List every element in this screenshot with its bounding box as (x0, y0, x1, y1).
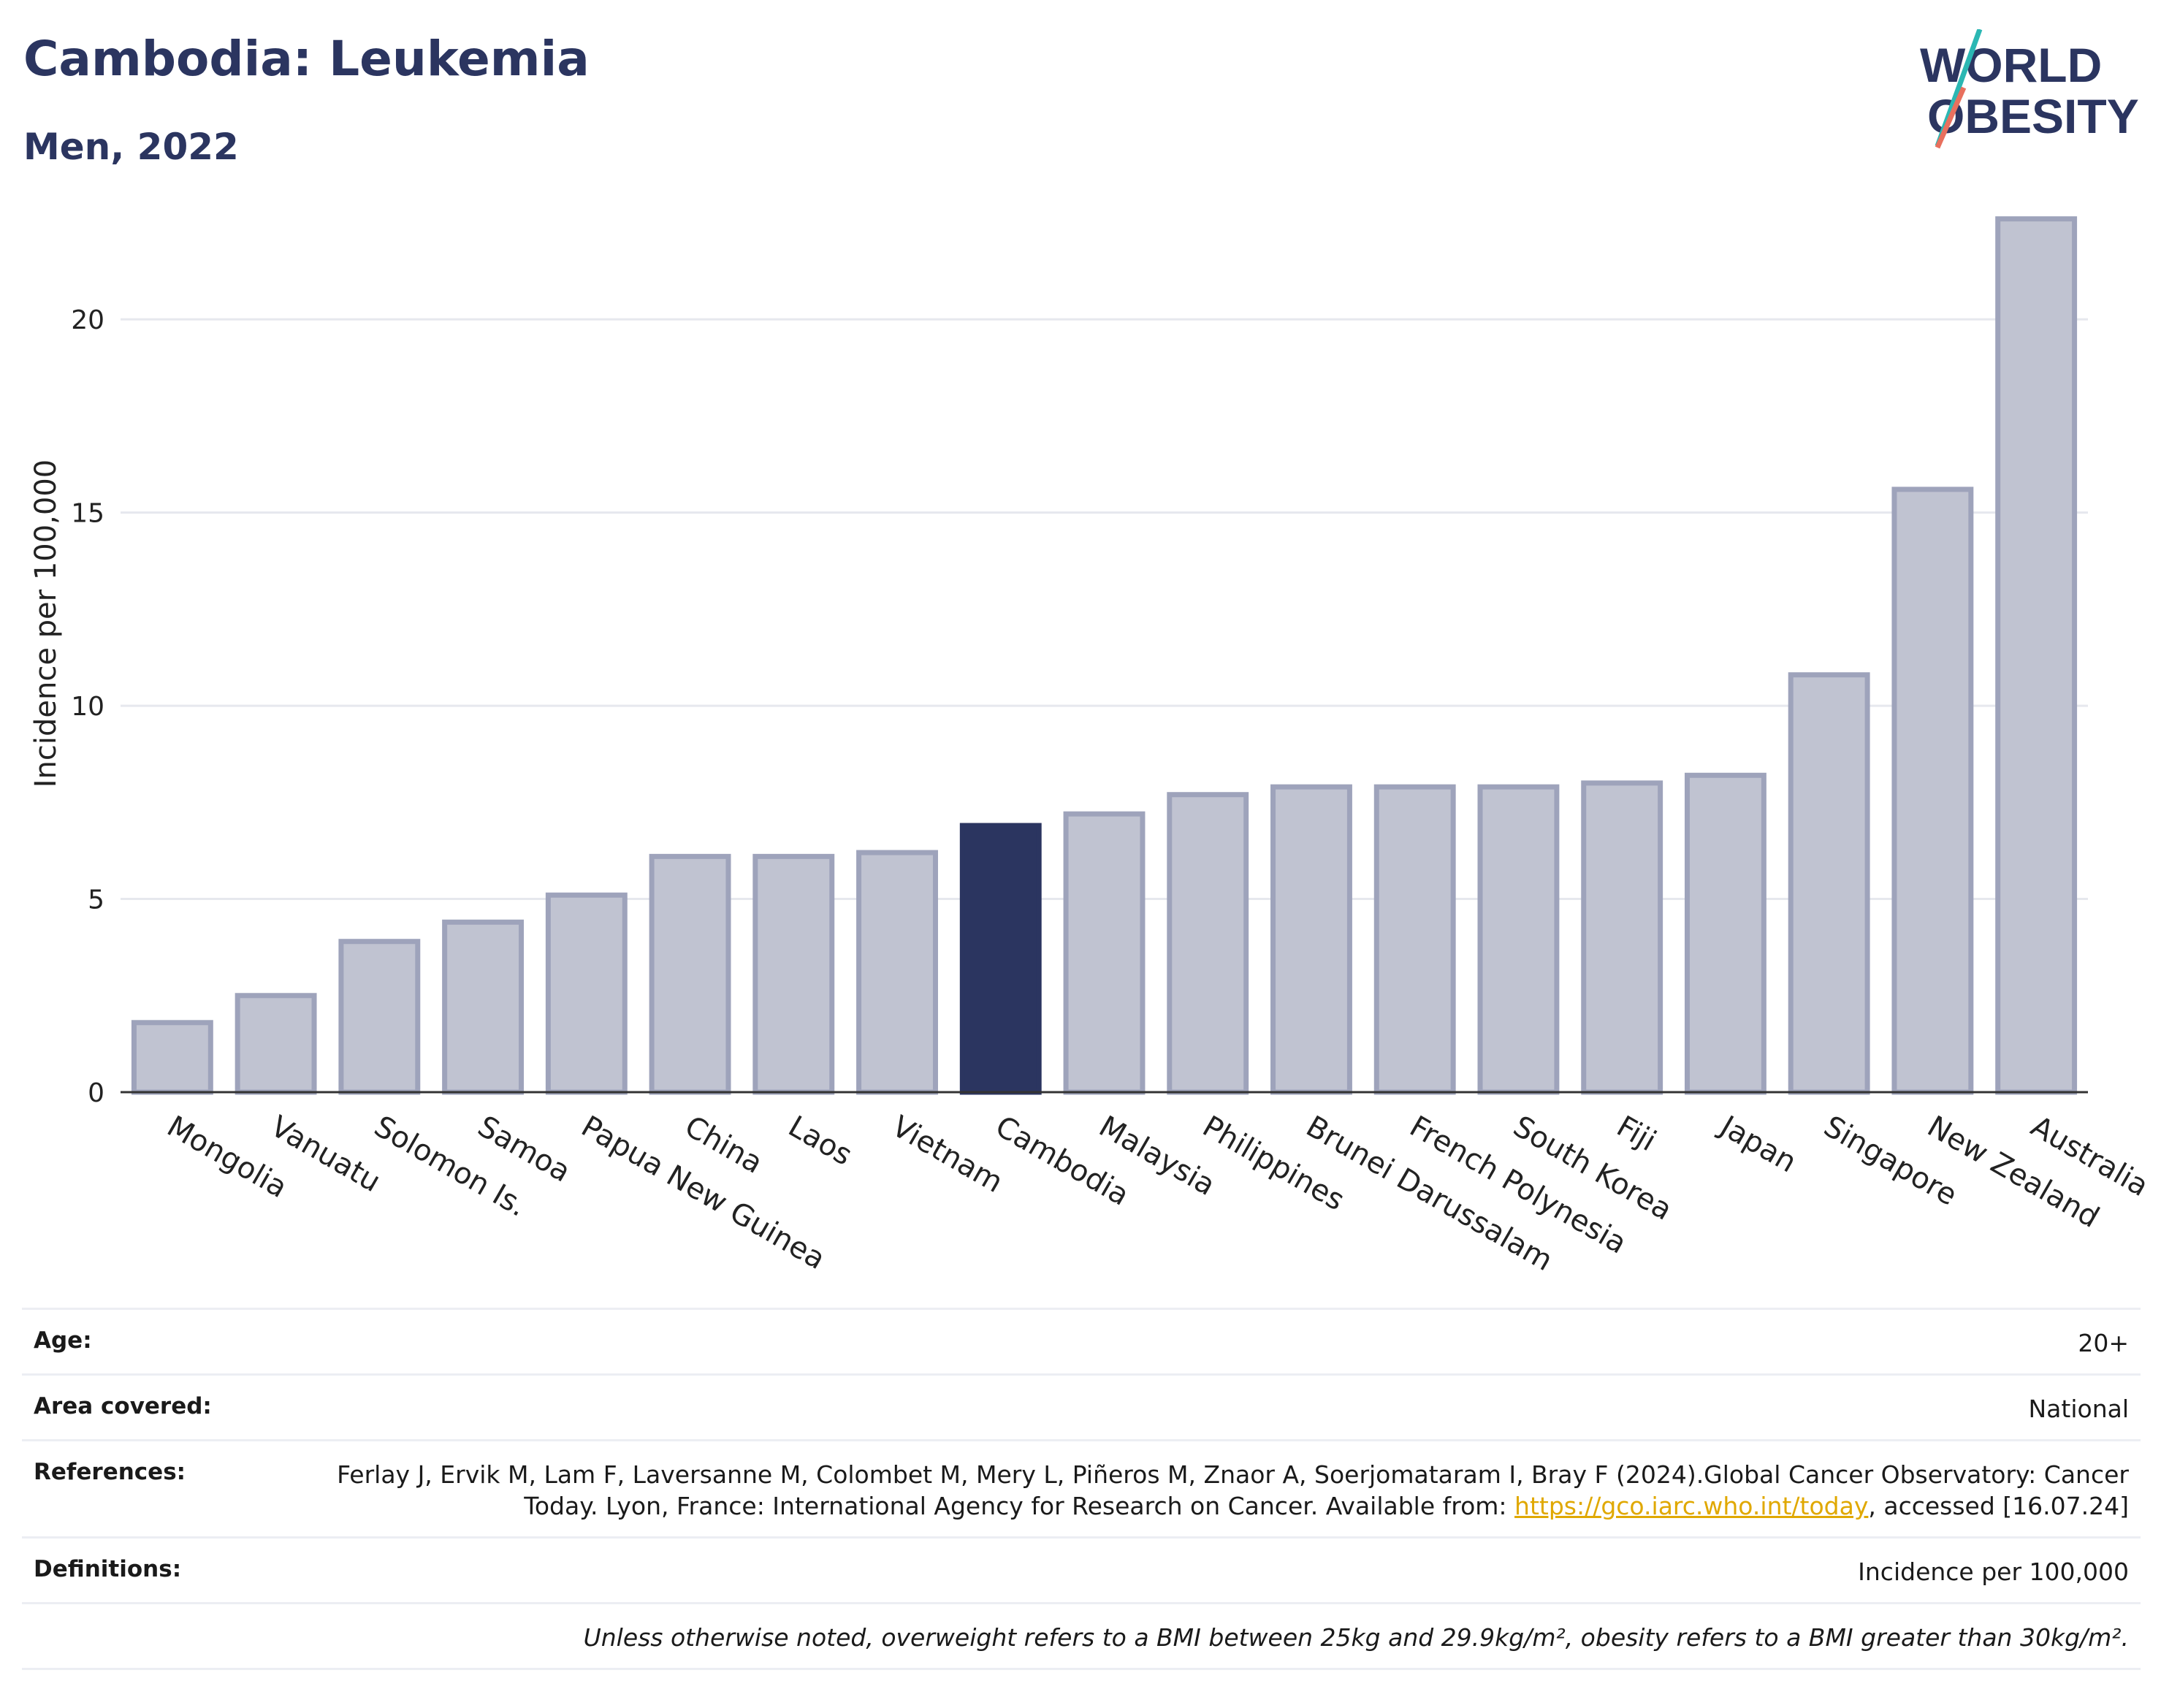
meta-label-definitions: Definitions: (34, 1556, 182, 1582)
meta-value-references: Ferlay J, Ervik M, Lam F, Laversanne M, … (259, 1459, 2129, 1522)
bar-french-polynesia (1373, 784, 1456, 1095)
bar-vanuatu (235, 993, 317, 1095)
bar-philippines (1167, 792, 1249, 1095)
x-tick-label: New Zealand (1921, 1110, 2105, 1235)
bar-mongolia (131, 1020, 213, 1095)
bmi-note: Unless otherwise noted, overweight refer… (583, 1623, 2129, 1652)
meta-value-definitions: Incidence per 100,000 (1858, 1558, 2129, 1586)
x-tick-label: Fiji (1611, 1110, 1661, 1159)
x-tick-label: Vietnam (886, 1110, 1008, 1200)
meta-label-age: Age: (34, 1327, 92, 1354)
svg-text:WORLD: WORLD (1920, 38, 2102, 92)
meta-row-note: Unless otherwise noted, overweight refer… (22, 1602, 2141, 1670)
meta-row-age: Age: 20+ (22, 1308, 2141, 1373)
y-axis-label: Incidence per 100,000 (29, 460, 63, 788)
reference-link[interactable]: https://gco.iarc.who.int/today (1514, 1492, 1869, 1520)
metadata-table: Age: 20+ Area covered: National Referenc… (22, 1308, 2141, 1670)
y-tick-label: 15 (71, 499, 104, 529)
bar-japan (1684, 772, 1766, 1095)
x-tick-label: Laos (782, 1110, 858, 1173)
y-tick-label: 5 (88, 885, 104, 915)
bar-cambodia (959, 823, 1042, 1095)
bar-papua-new-guinea (545, 892, 628, 1095)
y-tick-label: 10 (71, 692, 104, 722)
meta-label-area: Area covered: (34, 1393, 212, 1419)
bar-australia (1995, 216, 2078, 1095)
meta-row-references: References: Ferlay J, Ervik M, Lam F, La… (22, 1439, 2141, 1536)
bar-brunei-darussalam (1270, 784, 1352, 1095)
world-obesity-logo: WORLD OBESITY (1920, 29, 2139, 149)
meta-label-references: References: (34, 1459, 186, 1485)
meta-row-area: Area covered: National (22, 1373, 2141, 1439)
meta-row-definitions: Definitions: Incidence per 100,000 (22, 1536, 2141, 1602)
bar-singapore (1788, 672, 1870, 1095)
bar-solomon-is- (338, 939, 421, 1095)
y-tick-label: 20 (71, 305, 104, 335)
page-subtitle: Men, 2022 (23, 126, 239, 168)
y-tick-label: 0 (88, 1078, 104, 1108)
page-title: Cambodia: Leukemia (23, 31, 590, 87)
svg-text:OBESITY: OBESITY (1927, 89, 2139, 143)
reference-accessed: , accessed [16.07.24] (1868, 1492, 2129, 1520)
bar-samoa (442, 919, 525, 1095)
meta-value-age: 20+ (2078, 1329, 2129, 1357)
bar-vietnam (856, 850, 938, 1095)
reference-text: Ferlay J, Ervik M, Lam F, Laversanne M, … (337, 1460, 2129, 1520)
meta-value-area: National (2028, 1395, 2129, 1423)
x-tick-label: Japan (1712, 1108, 1802, 1179)
bar-malaysia (1063, 811, 1146, 1095)
bar-south-korea (1477, 784, 1560, 1095)
bar-fiji (1581, 780, 1663, 1095)
bar-china (649, 853, 731, 1095)
bar-laos (752, 853, 835, 1095)
bar-new-zealand (1891, 487, 1974, 1095)
